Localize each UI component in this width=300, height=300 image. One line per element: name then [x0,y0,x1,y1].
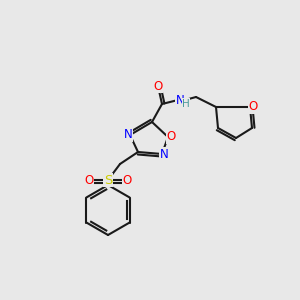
Text: N: N [176,94,184,106]
Text: O: O [122,173,132,187]
Text: N: N [124,128,132,142]
Text: O: O [167,130,176,143]
Text: O: O [248,100,258,113]
Text: O: O [84,173,94,187]
Text: O: O [153,80,163,92]
Text: H: H [182,99,190,109]
Text: N: N [160,148,168,160]
Text: S: S [104,173,112,187]
